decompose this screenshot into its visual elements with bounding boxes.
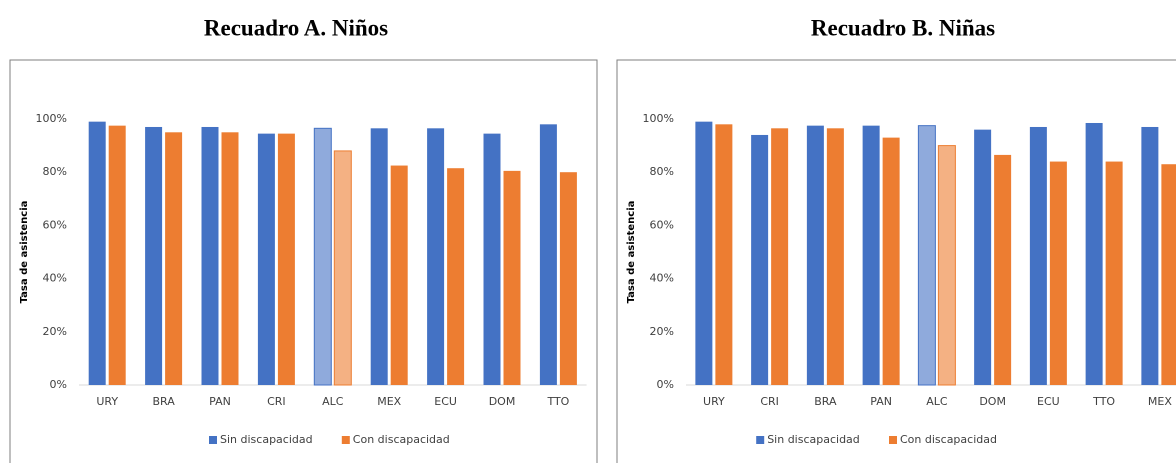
bar — [1141, 126, 1159, 385]
bar — [806, 125, 824, 386]
bar — [390, 165, 408, 385]
bar — [483, 133, 501, 385]
x-tick-label: URY — [703, 395, 725, 408]
x-tick-label: BRA — [152, 395, 175, 408]
bar — [1085, 122, 1103, 386]
bar — [994, 154, 1012, 385]
x-tick-label: PAN — [870, 395, 892, 408]
x-tick-label: BRA — [814, 395, 837, 408]
legend-swatch — [341, 436, 350, 444]
chart-frame — [616, 59, 1176, 463]
chart-panel: Recuadro B. Niñas Tasa de asistencia 0% 20%… — [616, 15, 1176, 463]
chart-title: Recuadro B. Niñas — [811, 15, 995, 40]
bar — [257, 133, 275, 385]
y-tick-label: 100% — [36, 112, 67, 125]
bar — [145, 126, 163, 385]
y-tick-label: 60% — [43, 218, 67, 231]
x-tick-label: MEX — [377, 395, 401, 408]
bar — [771, 128, 789, 385]
bar — [882, 137, 900, 385]
bar — [427, 128, 445, 385]
bar — [1161, 164, 1176, 385]
y-tick-label: 100% — [643, 112, 674, 125]
x-tick-label: TTO — [1092, 395, 1115, 408]
legend-label: Sin discapacidad — [220, 433, 313, 446]
x-tick-label: URY — [96, 395, 118, 408]
legend-swatch — [889, 436, 897, 444]
y-axis-title: Tasa de asistencia — [19, 201, 30, 304]
y-tick-label: 0% — [657, 378, 674, 391]
bar — [862, 125, 880, 386]
x-tick-label: PAN — [209, 395, 231, 408]
y-tick-label: 60% — [650, 218, 674, 231]
bar — [1029, 126, 1047, 385]
bar — [1049, 161, 1067, 385]
x-tick-label: ECU — [1037, 395, 1060, 408]
y-tick-label: 20% — [43, 325, 67, 338]
bar — [370, 128, 388, 385]
x-tick-label: ALC — [322, 395, 344, 408]
bar — [751, 134, 769, 385]
bar — [447, 168, 465, 385]
x-tick-label: CRI — [760, 395, 779, 408]
bar — [313, 127, 332, 386]
x-tick-label: ECU — [434, 395, 457, 408]
bar — [974, 129, 992, 385]
x-tick-label: CRI — [267, 395, 286, 408]
bar — [539, 124, 557, 385]
bar — [826, 128, 844, 385]
y-tick-label: 80% — [650, 165, 674, 178]
y-tick-label: 40% — [43, 272, 67, 285]
bar — [108, 125, 126, 386]
bar — [695, 121, 713, 385]
bar — [715, 124, 733, 385]
bar — [277, 133, 295, 385]
y-tick-label: 40% — [650, 272, 674, 285]
legend-label: Con discapacidad — [353, 433, 450, 446]
bar — [221, 132, 239, 385]
legend-swatch — [209, 436, 217, 444]
x-tick-label: DOM — [979, 395, 1006, 408]
bar — [201, 126, 219, 385]
x-tick-label: MEX — [1148, 395, 1172, 408]
y-tick-label: 80% — [43, 165, 67, 178]
bar — [1105, 161, 1123, 385]
bar — [333, 150, 352, 386]
y-tick-label: 20% — [650, 325, 674, 338]
x-tick-label: ALC — [926, 395, 948, 408]
chart-panel: Recuadro A. Niños Tasa de asistencia 0% 20%… — [9, 15, 598, 463]
x-tick-label: TTO — [546, 395, 569, 408]
legend-swatch — [756, 436, 765, 444]
bar — [503, 170, 521, 385]
bar — [917, 125, 936, 386]
bar — [165, 132, 183, 385]
x-tick-label: DOM — [489, 395, 516, 408]
legend-label: Sin discapacidad — [767, 433, 860, 446]
y-axis-title: Tasa de asistencia — [626, 201, 637, 304]
bar — [937, 145, 956, 386]
bar — [559, 172, 577, 385]
y-tick-label: 0% — [50, 378, 67, 391]
chart-frame — [9, 59, 598, 463]
legend-label: Con discapacidad — [900, 433, 997, 446]
bar — [88, 121, 106, 385]
chart-title: Recuadro A. Niños — [204, 15, 388, 40]
